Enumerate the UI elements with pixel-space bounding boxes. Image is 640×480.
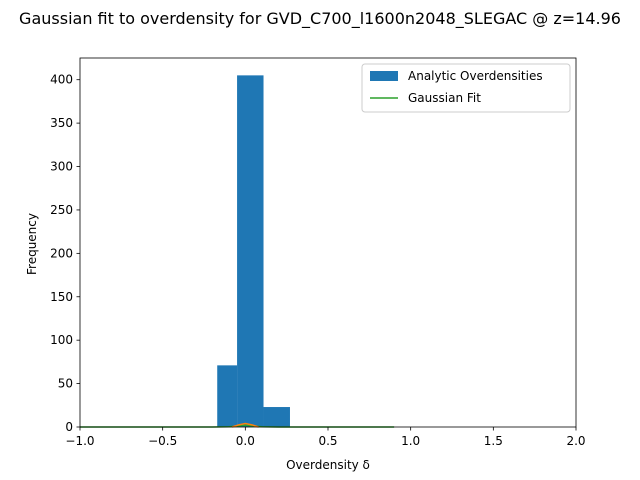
secondary-fit-line	[231, 422, 259, 428]
x-tick-label: 0.0	[236, 434, 255, 448]
x-tick-label: 1.0	[401, 434, 420, 448]
x-tick-label: −0.5	[148, 434, 177, 448]
histogram-bar	[237, 75, 264, 427]
y-tick-label: 400	[50, 73, 73, 87]
y-tick-label: 200	[50, 246, 73, 260]
legend-label-gaussian: Gaussian Fit	[408, 91, 481, 105]
chart-title: Gaussian fit to overdensity for GVD_C700…	[19, 9, 621, 29]
x-axis: −1.0 −0.5 0.0 0.5 1.0 1.5 2.0	[65, 427, 586, 448]
y-axis-label: Frequency	[25, 213, 39, 275]
x-tick-label: 0.5	[318, 434, 337, 448]
x-tick-label: 1.5	[484, 434, 503, 448]
histogram-bar	[263, 407, 290, 427]
y-tick-label: 150	[50, 290, 73, 304]
histogram-bar	[217, 365, 238, 427]
legend-label-histogram: Analytic Overdensities	[408, 69, 543, 83]
y-tick-label: 350	[50, 116, 73, 130]
x-axis-label: Overdensity δ	[286, 458, 370, 472]
y-tick-label: 300	[50, 160, 73, 174]
y-tick-label: 100	[50, 333, 73, 347]
y-axis: 0 50 100 150 200 250 300 350 400	[50, 73, 80, 434]
legend-swatch-histogram	[370, 71, 398, 81]
y-tick-label: 250	[50, 203, 73, 217]
legend: Analytic Overdensities Gaussian Fit	[361, 63, 571, 113]
y-tick-label: 50	[58, 377, 73, 391]
y-tick-label: 0	[65, 420, 73, 434]
x-tick-label: −1.0	[65, 434, 94, 448]
x-tick-label: 2.0	[566, 434, 585, 448]
legend-box	[361, 63, 571, 113]
